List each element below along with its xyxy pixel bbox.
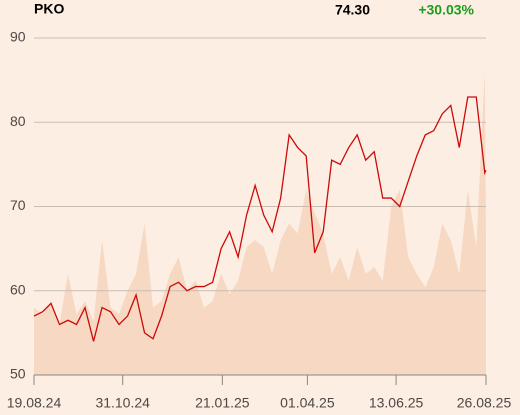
y-tick-label: 60 xyxy=(10,281,26,297)
y-tick-label: 50 xyxy=(10,366,26,382)
x-tick-label: 31.10.24 xyxy=(95,395,150,411)
y-tick-label: 70 xyxy=(10,197,26,213)
chart-title: PKO xyxy=(34,1,64,17)
x-tick-label: 26.08.25 xyxy=(457,395,512,411)
x-tick-label: 13.06.25 xyxy=(369,395,424,411)
x-tick-label: 01.04.25 xyxy=(280,395,335,411)
last-price: 74.30 xyxy=(335,2,370,18)
price-line xyxy=(33,96,487,342)
y-tick-label: 80 xyxy=(10,113,26,129)
y-tick-label: 90 xyxy=(10,29,26,45)
volume-area xyxy=(34,71,486,375)
x-tick-label: 21.01.25 xyxy=(195,395,250,411)
price-change: +30.03% xyxy=(418,2,474,18)
x-tick-label: 19.08.24 xyxy=(7,395,62,411)
